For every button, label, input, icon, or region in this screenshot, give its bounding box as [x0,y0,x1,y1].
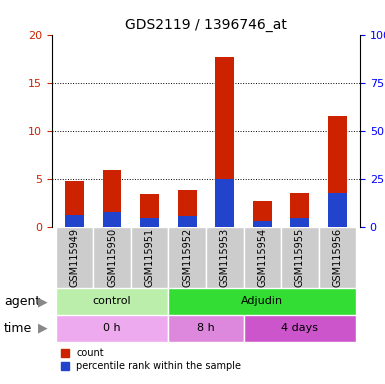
Bar [93,227,131,288]
Text: GSM115953: GSM115953 [220,228,230,287]
Text: GSM115949: GSM115949 [70,228,80,287]
Title: GDS2119 / 1396746_at: GDS2119 / 1396746_at [125,18,287,32]
Bar [168,288,356,315]
Bar [328,116,347,227]
Bar [215,179,234,227]
Text: ▶: ▶ [38,295,47,308]
Text: ▶: ▶ [38,322,47,335]
Text: GSM115955: GSM115955 [295,228,305,287]
Text: GSM115952: GSM115952 [182,228,192,287]
Bar [319,227,356,288]
Bar [56,288,168,315]
Text: GSM115954: GSM115954 [257,228,267,287]
Bar [103,212,121,227]
Bar [215,57,234,227]
Text: Adjudin: Adjudin [241,296,283,306]
Text: agent: agent [4,295,40,308]
Bar [131,227,168,288]
Text: 0 h: 0 h [103,323,121,333]
Bar [140,194,159,227]
Bar [168,315,244,342]
Bar [178,190,197,227]
Legend: count, percentile rank within the sample: count, percentile rank within the sample [57,344,245,375]
Bar [328,193,347,227]
Bar [206,227,244,288]
Bar [291,193,309,227]
Bar [253,221,272,227]
Text: 4 days: 4 days [281,323,318,333]
Text: 8 h: 8 h [197,323,215,333]
Bar [65,182,84,227]
Text: GSM115956: GSM115956 [332,228,342,287]
Text: control: control [93,296,131,306]
Bar [140,218,159,227]
Bar [56,315,168,342]
Bar [103,170,121,227]
Bar [178,216,197,227]
Bar [253,201,272,227]
Bar [244,227,281,288]
Bar [168,227,206,288]
Bar [244,315,356,342]
Text: time: time [4,322,32,335]
Bar [65,215,84,227]
Text: GSM115950: GSM115950 [107,228,117,287]
Bar [56,227,93,288]
Bar [291,218,309,227]
Bar [281,227,319,288]
Text: GSM115951: GSM115951 [145,228,155,287]
